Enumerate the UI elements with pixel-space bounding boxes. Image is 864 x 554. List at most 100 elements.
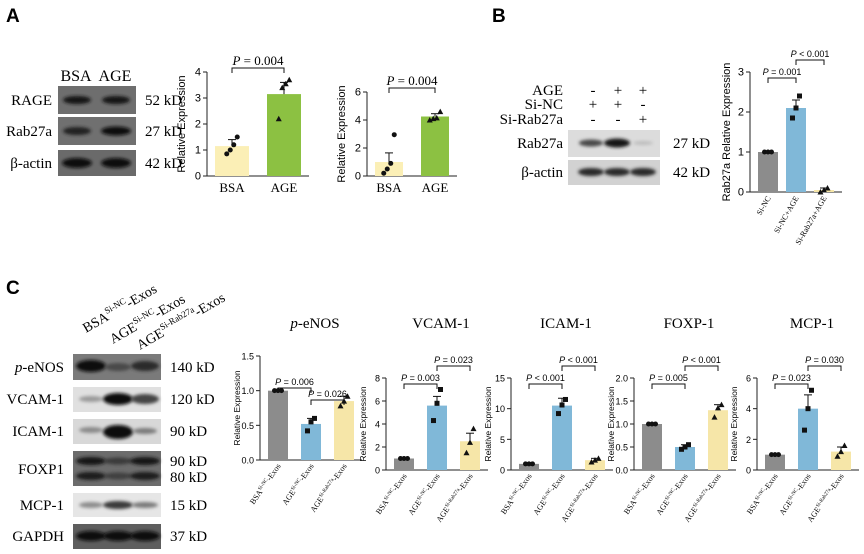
data-point [224,151,230,157]
blot-b-cond-age-sign: + [639,83,647,99]
y-tick-label: 4 [195,67,201,79]
data-point [559,402,565,408]
category-label: Si-NC [755,195,773,217]
category-label: AGESi-NC-Exos [778,472,813,517]
comparison-bracket [231,67,285,73]
y-tick-label: 2 [355,143,361,155]
p-value-label: P = 0.004 [231,53,284,68]
p-value-label: P < 0.001 [526,373,565,383]
blot-c-size-gapdh: 37 kD [170,529,207,545]
blot-c-row-mcp1: MCP-1 15 kD [20,493,207,517]
data-point [234,134,240,140]
data-point [470,425,477,432]
category-label: AGESi-Rab27a-Exos [560,472,600,524]
y-tick-label: 2 [746,435,751,445]
data-point [227,147,233,153]
data-point [772,452,778,458]
category-label: Si-NC+AGE [772,194,801,234]
data-point [805,406,811,412]
category-label: BSASi-NC-Exos [374,472,409,516]
y-tick-label: 1.5 [241,352,254,362]
data-point [467,439,473,445]
data-point [391,132,397,138]
y-axis-label: Relative Expression [232,370,242,445]
y-tick-label: 6 [746,374,751,384]
data-point [279,388,284,394]
bar [675,447,695,470]
chart-b: 0 1 2 3 Rab27a Relative Expression P = 0.001 P… [721,49,842,246]
data-point [526,461,532,467]
bar [267,94,301,176]
panel-a: A BSA AGE RAGE 52 kD Rab27a 27 kD β-acti… [6,6,182,176]
blot-b-cond-sinc-label: Si-NC [525,97,563,113]
y-tick-label: 8 [375,374,380,384]
category-label: AGE [271,180,298,195]
blot-b-cond-sinc-sign: + [614,97,622,113]
y-axis-label: Relative Expression [483,386,493,461]
p-value-label: P = 0.023 [772,373,811,383]
bar [460,441,480,470]
comparison-bracket [436,365,471,371]
comparison-bracket [310,399,345,405]
blot-b-size-bactin: 42 kD [673,165,710,181]
blot-c-row-icam1: ICAM-1 90 kD [12,419,207,444]
category-label: AGESi-NC-Exos [532,472,567,517]
blot-c-size-mcp1: 15 kD [170,498,207,514]
blot-c-size-icam1: 90 kD [170,424,207,440]
comparison-bracket [388,87,436,93]
data-point [762,149,767,155]
blot-c-row-peNOS: p-eNOS 140 kD [14,354,215,380]
category-label: BSA [219,180,245,195]
blot-c-label-icam1: ICAM-1 [12,424,64,440]
y-tick-label: 1.0 [615,420,628,430]
bar [642,424,662,470]
comparison-bracket [403,383,438,389]
y-tick-label: 0 [746,466,751,476]
category-label: AGESi-Rab27a-Exos [683,472,723,524]
blot-a-row-bactin: β-actin 42 kD [10,150,182,176]
p-value-label: P < 0.001 [682,355,721,365]
y-tick-label: 15 [495,374,505,384]
data-point [653,421,658,427]
comparison-bracket [651,383,686,389]
data-point [426,117,433,123]
data-point [790,115,795,121]
blot-a-lane-bsa: BSA [60,68,92,85]
y-tick-label: 0 [738,187,744,199]
blot-b-cond-sirab-sign: - [616,112,621,128]
p-value-label: P < 0.001 [559,355,598,365]
y-tick-label: 4 [375,420,380,430]
y-axis-label: Relative Expression [729,386,739,461]
y-tick-label: 0 [375,466,380,476]
y-tick-label: 0 [355,171,361,183]
comparison-bracket [684,365,719,371]
bar [421,116,449,176]
data-point [530,461,535,467]
data-point [834,453,841,459]
blot-c-size-vcam1: 120 kD [170,392,215,408]
data-point [405,456,410,461]
category-label: AGESi-NC-Exos [281,462,316,507]
blot-c-row-foxp1: FOXP1 90 kD 80 kD [18,451,207,486]
blot-c-label-peNOS: p-eNOS [14,360,64,376]
comparison-bracket [807,365,842,371]
category-label: BSA [376,180,402,195]
y-tick-label: 0.0 [615,466,628,476]
y-tick-label: 0 [195,171,201,183]
category-label: BSASi-NC-Exos [745,472,780,516]
chart-a1: 0 1 2 3 4 Relative Expression P = 0.004 BSA AGE [176,53,309,195]
y-tick-label: 0.5 [615,443,628,453]
data-point [824,185,831,191]
data-point [711,414,718,420]
data-point [401,456,407,461]
data-point [438,387,443,392]
p-value-label: P = 0.003 [401,373,440,383]
data-point [718,401,725,408]
blot-a-lane-age: AGE [99,68,132,85]
data-point [592,457,598,463]
data-point [686,442,691,448]
blot-c-size-peNOS: 140 kD [170,360,215,376]
data-point [231,142,237,148]
y-tick-label: 5 [500,435,505,445]
bar [786,108,806,192]
